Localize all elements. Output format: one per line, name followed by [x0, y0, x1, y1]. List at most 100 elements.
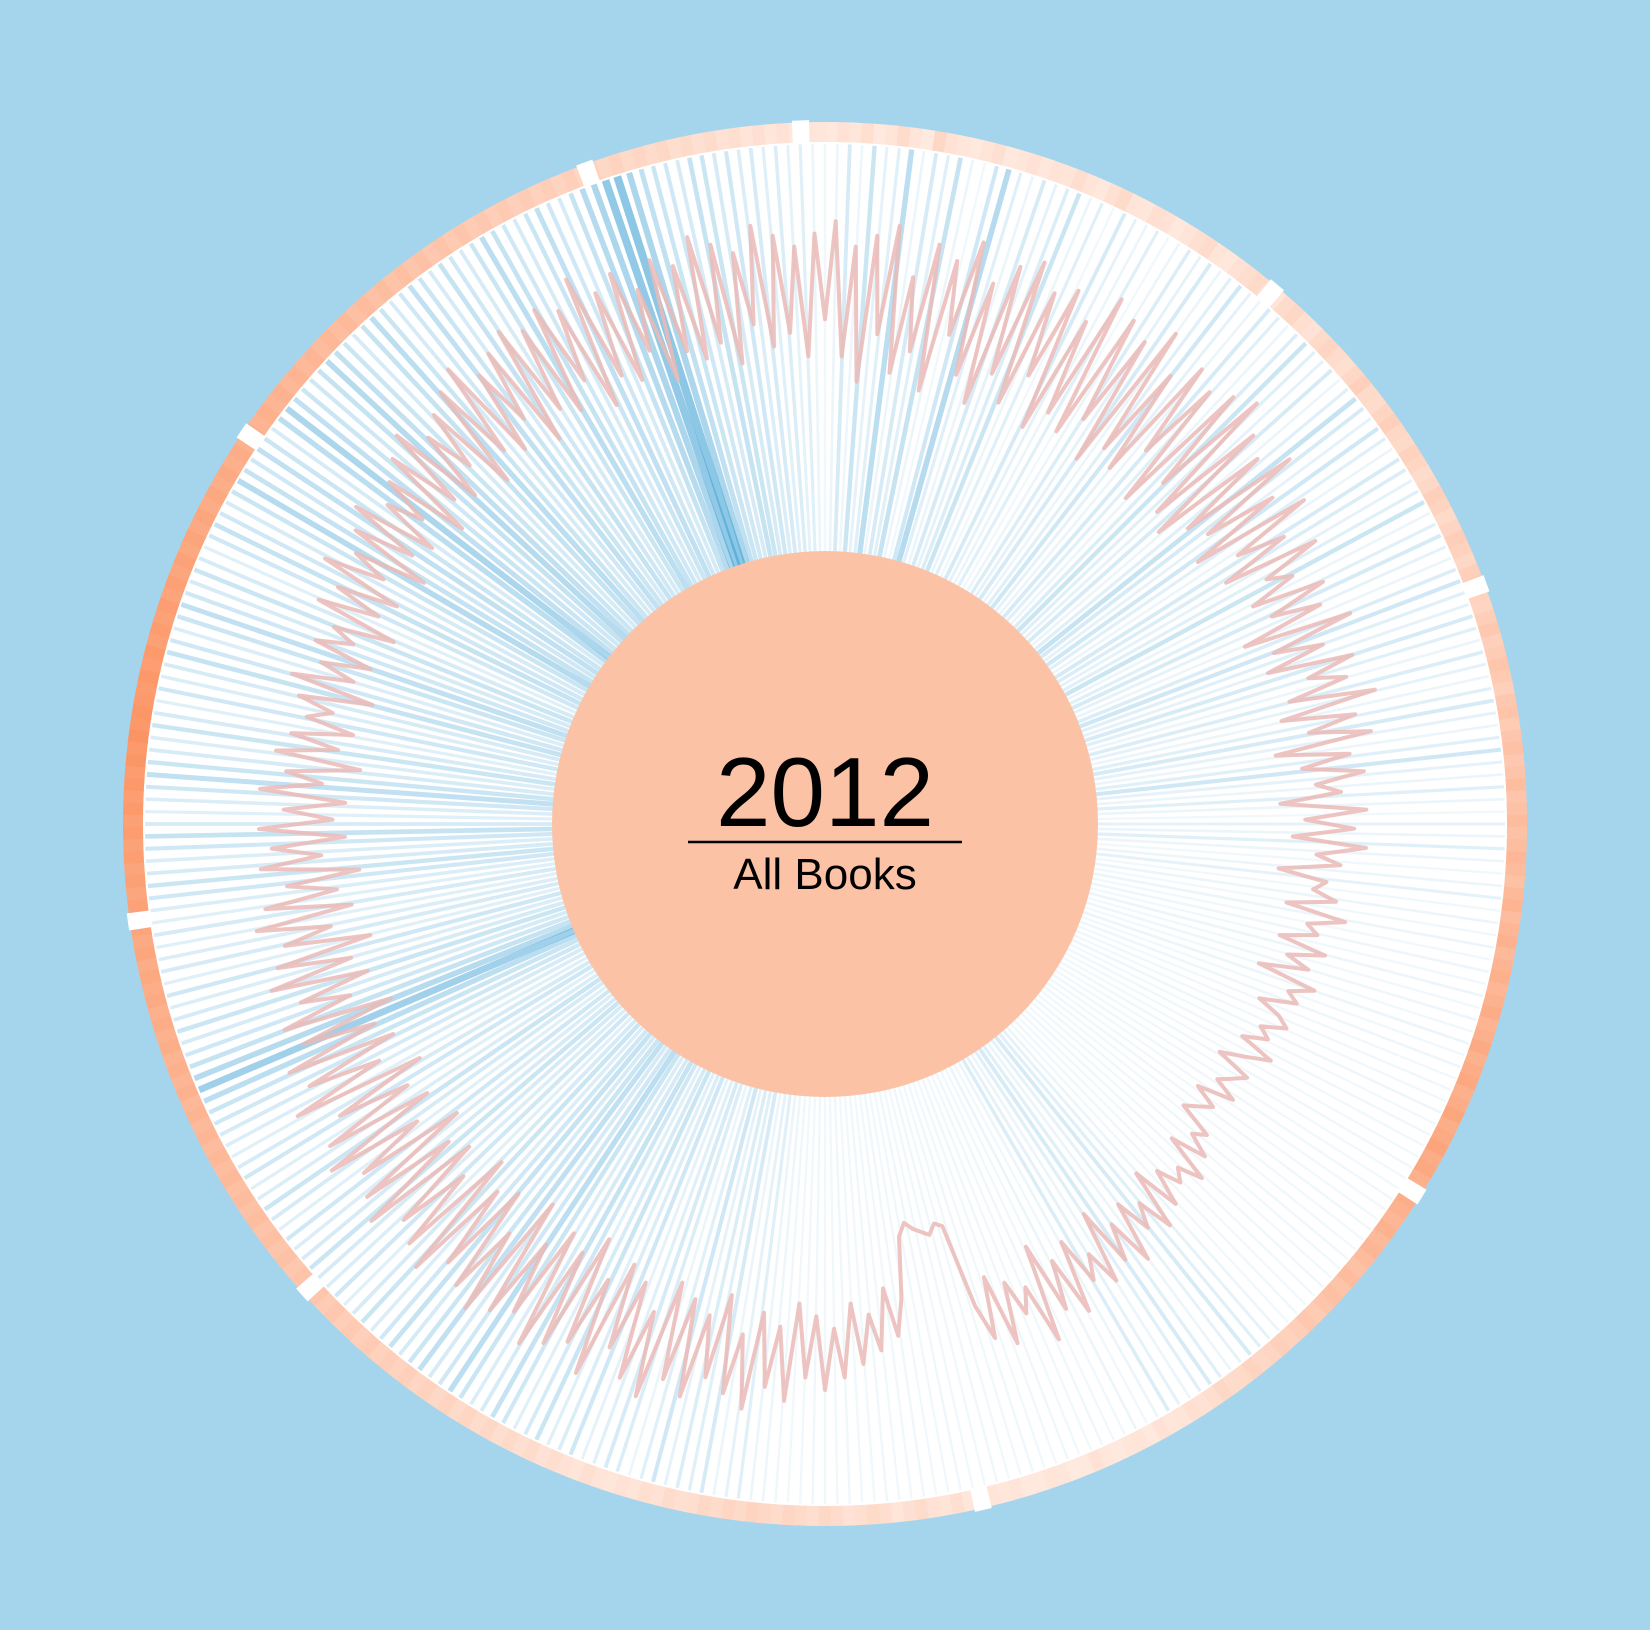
spoke: [911, 1080, 1046, 1468]
ring-segment: [131, 932, 154, 950]
ring-segment: [1177, 222, 1200, 248]
spoke: [934, 1070, 1104, 1446]
spoke: [325, 1007, 628, 1289]
spoke: [231, 955, 590, 1159]
spoke: [1095, 773, 1504, 806]
spoke: [277, 416, 610, 665]
spoke: [1055, 468, 1407, 685]
spoke: [270, 980, 606, 1222]
spoke: [180, 602, 570, 739]
spoke: [736, 1092, 793, 1499]
ring-segment: [527, 182, 549, 207]
spoke: [1095, 832, 1505, 851]
ring-segment: [836, 122, 852, 143]
ring-segment: [123, 776, 145, 792]
spoke: [173, 626, 566, 748]
spoke: [146, 841, 555, 876]
spoke: [686, 157, 774, 559]
ring-segment: [1302, 1300, 1327, 1325]
ring-segment: [230, 1187, 256, 1210]
ring-segment: [404, 1370, 429, 1395]
spoke: [250, 457, 598, 681]
spoke: [1093, 857, 1500, 912]
spoke: [250, 968, 598, 1191]
ring-segment: [848, 122, 864, 144]
ring-segment: [366, 1340, 391, 1365]
ring-segment: [310, 336, 335, 361]
spoke: [828, 144, 839, 554]
ring-segment: [385, 1355, 409, 1381]
spoke: [920, 188, 1070, 572]
spoke: [872, 155, 951, 558]
spoke: [1089, 881, 1490, 974]
spoke: [833, 1094, 852, 1504]
ring-segment: [1124, 193, 1147, 218]
ring-segment: [1106, 1439, 1129, 1464]
spoke: [147, 846, 556, 889]
ring-segment: [123, 812, 144, 828]
ring-segment: [194, 1124, 220, 1147]
spoke: [243, 467, 595, 685]
ring-segment: [825, 122, 840, 143]
ring-segment: [123, 849, 145, 864]
spoke: [838, 144, 864, 554]
spoke-layer: [145, 144, 1505, 1504]
spoke: [437, 1046, 674, 1386]
ring-segment: [218, 1166, 243, 1190]
spoke: [1092, 862, 1498, 925]
ring-segment: [126, 739, 148, 756]
ring-segment: [1448, 540, 1473, 562]
ring-segment: [1499, 716, 1521, 734]
ring-segment: [278, 372, 303, 397]
ring-segment: [1273, 295, 1298, 320]
ring-segment: [391, 263, 416, 288]
spoke: [213, 522, 583, 707]
spoke: [184, 590, 571, 734]
ring-segment: [553, 1453, 575, 1477]
spoke: [627, 1083, 749, 1476]
ring-segment: [376, 1348, 400, 1373]
ring-segment: [505, 192, 527, 217]
ring-segment: [184, 1103, 209, 1125]
spoke: [208, 533, 581, 711]
ring-segment: [206, 1146, 231, 1168]
spoke: [799, 1094, 817, 1504]
spoke: [256, 446, 601, 677]
spoke: [873, 1090, 950, 1493]
ring-segment: [455, 1404, 478, 1429]
ring-segment: [1220, 1371, 1244, 1396]
ring-segment: [1217, 249, 1241, 275]
spoke: [1071, 545, 1447, 715]
ring-segment: [251, 1217, 276, 1241]
ring-segment: [1506, 790, 1527, 805]
ring-segment: [237, 1197, 262, 1221]
ring-segment: [198, 494, 223, 517]
ring-segment: [187, 516, 212, 538]
ring-segment: [1258, 1341, 1282, 1366]
ring-segment: [1499, 910, 1522, 927]
spoke: [675, 159, 768, 560]
spoke: [145, 809, 555, 821]
spoke: [1091, 871, 1494, 949]
spoke: [1077, 919, 1461, 1069]
spoke: [145, 797, 555, 816]
ring-segment: [424, 1384, 448, 1409]
ring-segment: [1358, 1237, 1384, 1262]
spoke: [169, 895, 565, 1010]
spoke: [1065, 511, 1431, 702]
spoke: [1067, 522, 1437, 706]
spoke: [545, 202, 717, 578]
spoke: [203, 545, 579, 715]
spoke: [189, 579, 573, 729]
ring-segment: [1239, 1356, 1264, 1382]
spoke: [895, 168, 1012, 564]
ring-segment: [1424, 1137, 1449, 1159]
ring-segment: [763, 123, 780, 145]
ring-segment: [395, 1363, 419, 1388]
spoke: [947, 218, 1138, 584]
spoke: [853, 1093, 901, 1501]
ring-segment: [531, 1443, 553, 1468]
ring-segment: [1416, 474, 1441, 497]
spoke: [1085, 896, 1480, 1010]
ring-segment: [1503, 874, 1526, 891]
